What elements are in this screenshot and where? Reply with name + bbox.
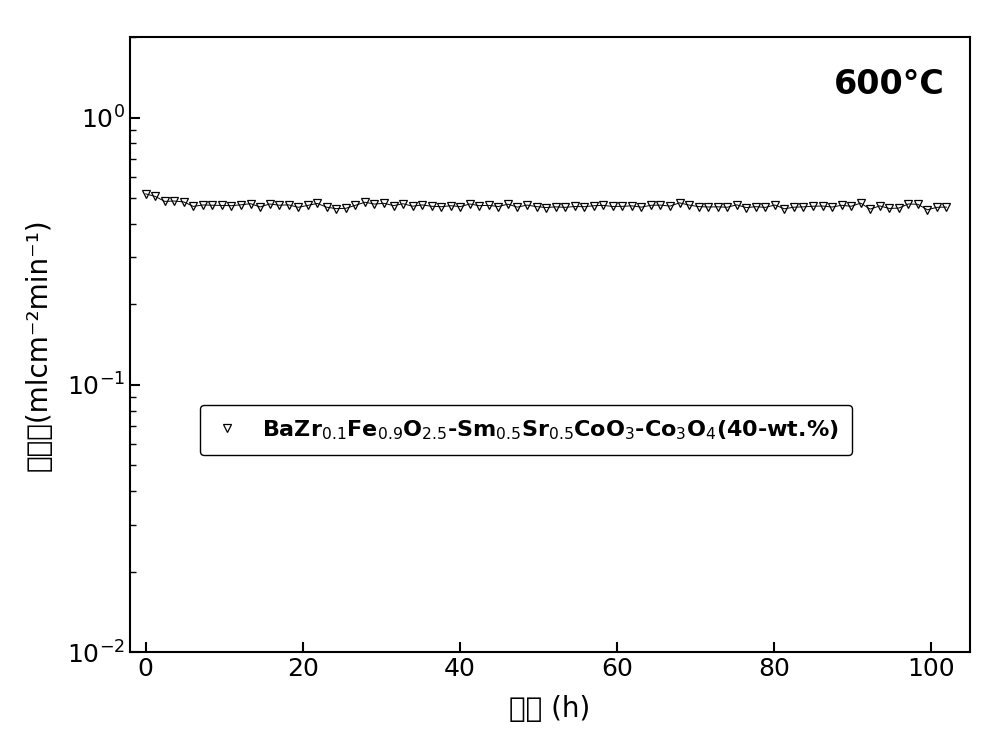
- Legend: BaZr$_{0.1}$Fe$_{0.9}$O$_{2.5}$-Sm$_{0.5}$Sr$_{0.5}$CoO$_{3}$-Co$_{3}$O$_{4}$(40: BaZr$_{0.1}$Fe$_{0.9}$O$_{2.5}$-Sm$_{0.5…: [200, 405, 852, 455]
- Y-axis label: 透氧量(mlcm⁻²min⁻¹): 透氧量(mlcm⁻²min⁻¹): [25, 219, 53, 471]
- Text: 600°C: 600°C: [834, 68, 945, 101]
- X-axis label: 时间 (h): 时间 (h): [509, 695, 591, 722]
